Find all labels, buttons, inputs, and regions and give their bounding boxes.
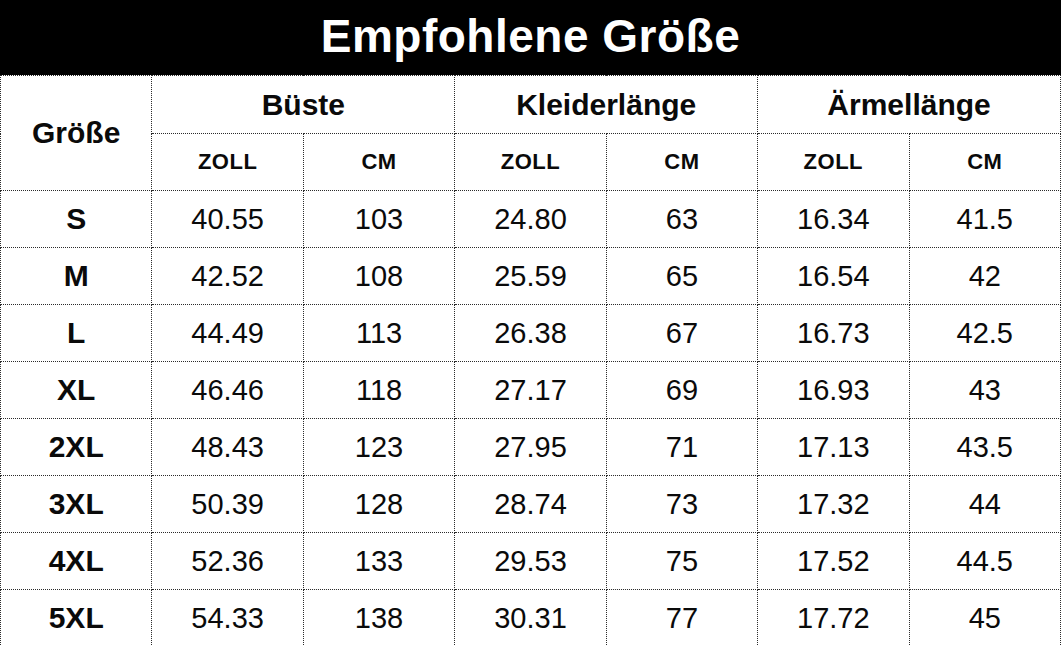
table-row: XL 46.46 118 27.17 69 16.93 43	[1, 362, 1061, 419]
sleeve-zoll-cell: 16.73	[758, 305, 909, 362]
unit-header-dress-cm: CM	[606, 134, 757, 191]
bust-cm-cell: 108	[303, 248, 454, 305]
size-label-cell: S	[1, 191, 152, 248]
bust-cm-cell: 123	[303, 419, 454, 476]
unit-header-sleeve-zoll: ZOLL	[758, 134, 909, 191]
table-row: 2XL 48.43 123 27.95 71 17.13 43.5	[1, 419, 1061, 476]
dress-cm-cell: 73	[606, 476, 757, 533]
dress-zoll-cell: 24.80	[455, 191, 606, 248]
size-label-cell: M	[1, 248, 152, 305]
table-row: L 44.49 113 26.38 67 16.73 42.5	[1, 305, 1061, 362]
table-row: M 42.52 108 25.59 65 16.54 42	[1, 248, 1061, 305]
sleeve-cm-cell: 44	[909, 476, 1060, 533]
table-row: 4XL 52.36 133 29.53 75 17.52 44.5	[1, 533, 1061, 590]
size-chart-table: Größe Büste Kleiderlänge Ärmellänge ZOLL…	[0, 75, 1061, 645]
sleeve-cm-cell: 42	[909, 248, 1060, 305]
column-group-bust: Büste	[152, 76, 455, 134]
column-header-size: Größe	[1, 76, 152, 191]
sleeve-zoll-cell: 17.72	[758, 590, 909, 645]
dress-zoll-cell: 29.53	[455, 533, 606, 590]
bust-cm-cell: 138	[303, 590, 454, 645]
unit-header-sleeve-cm: CM	[909, 134, 1060, 191]
size-table-body: S 40.55 103 24.80 63 16.34 41.5 M 42.52 …	[1, 191, 1061, 645]
dress-cm-cell: 63	[606, 191, 757, 248]
bust-zoll-cell: 52.36	[152, 533, 303, 590]
sleeve-cm-cell: 43.5	[909, 419, 1060, 476]
unit-header-dress-zoll: ZOLL	[455, 134, 606, 191]
unit-header-bust-zoll: ZOLL	[152, 134, 303, 191]
bust-zoll-cell: 54.33	[152, 590, 303, 645]
dress-cm-cell: 69	[606, 362, 757, 419]
sleeve-cm-cell: 43	[909, 362, 1060, 419]
dress-cm-cell: 75	[606, 533, 757, 590]
table-row: S 40.55 103 24.80 63 16.34 41.5	[1, 191, 1061, 248]
bust-cm-cell: 128	[303, 476, 454, 533]
table-row: 5XL 54.33 138 30.31 77 17.72 45	[1, 590, 1061, 645]
dress-cm-cell: 77	[606, 590, 757, 645]
size-label-cell: 5XL	[1, 590, 152, 645]
dress-cm-cell: 67	[606, 305, 757, 362]
bust-zoll-cell: 40.55	[152, 191, 303, 248]
size-label-cell: XL	[1, 362, 152, 419]
size-label-cell: 2XL	[1, 419, 152, 476]
header-unit-row: ZOLL CM ZOLL CM ZOLL CM	[1, 134, 1061, 191]
bust-zoll-cell: 42.52	[152, 248, 303, 305]
dress-cm-cell: 71	[606, 419, 757, 476]
sleeve-zoll-cell: 17.32	[758, 476, 909, 533]
column-group-sleeve-length: Ärmellänge	[758, 76, 1061, 134]
sleeve-zoll-cell: 16.34	[758, 191, 909, 248]
unit-header-bust-cm: CM	[303, 134, 454, 191]
column-group-dress-length: Kleiderlänge	[455, 76, 758, 134]
size-label-cell: 4XL	[1, 533, 152, 590]
sleeve-cm-cell: 45	[909, 590, 1060, 645]
header-group-row: Größe Büste Kleiderlänge Ärmellänge	[1, 76, 1061, 134]
sleeve-cm-cell: 42.5	[909, 305, 1060, 362]
title-banner: Empfohlene Größe	[0, 0, 1061, 75]
size-label-cell: L	[1, 305, 152, 362]
table-header: Größe Büste Kleiderlänge Ärmellänge ZOLL…	[1, 76, 1061, 191]
bust-zoll-cell: 48.43	[152, 419, 303, 476]
sleeve-cm-cell: 44.5	[909, 533, 1060, 590]
bust-cm-cell: 103	[303, 191, 454, 248]
sleeve-cm-cell: 41.5	[909, 191, 1060, 248]
size-label-cell: 3XL	[1, 476, 152, 533]
size-chart-page: Empfohlene Größe Größe Büste Kleiderläng…	[0, 0, 1061, 645]
bust-cm-cell: 113	[303, 305, 454, 362]
bust-zoll-cell: 46.46	[152, 362, 303, 419]
dress-cm-cell: 65	[606, 248, 757, 305]
sleeve-zoll-cell: 17.13	[758, 419, 909, 476]
dress-zoll-cell: 25.59	[455, 248, 606, 305]
page-title: Empfohlene Größe	[321, 13, 740, 63]
sleeve-zoll-cell: 16.93	[758, 362, 909, 419]
bust-cm-cell: 133	[303, 533, 454, 590]
dress-zoll-cell: 27.95	[455, 419, 606, 476]
dress-zoll-cell: 28.74	[455, 476, 606, 533]
dress-zoll-cell: 27.17	[455, 362, 606, 419]
dress-zoll-cell: 30.31	[455, 590, 606, 645]
sleeve-zoll-cell: 16.54	[758, 248, 909, 305]
bust-zoll-cell: 50.39	[152, 476, 303, 533]
table-row: 3XL 50.39 128 28.74 73 17.32 44	[1, 476, 1061, 533]
sleeve-zoll-cell: 17.52	[758, 533, 909, 590]
bust-zoll-cell: 44.49	[152, 305, 303, 362]
dress-zoll-cell: 26.38	[455, 305, 606, 362]
bust-cm-cell: 118	[303, 362, 454, 419]
